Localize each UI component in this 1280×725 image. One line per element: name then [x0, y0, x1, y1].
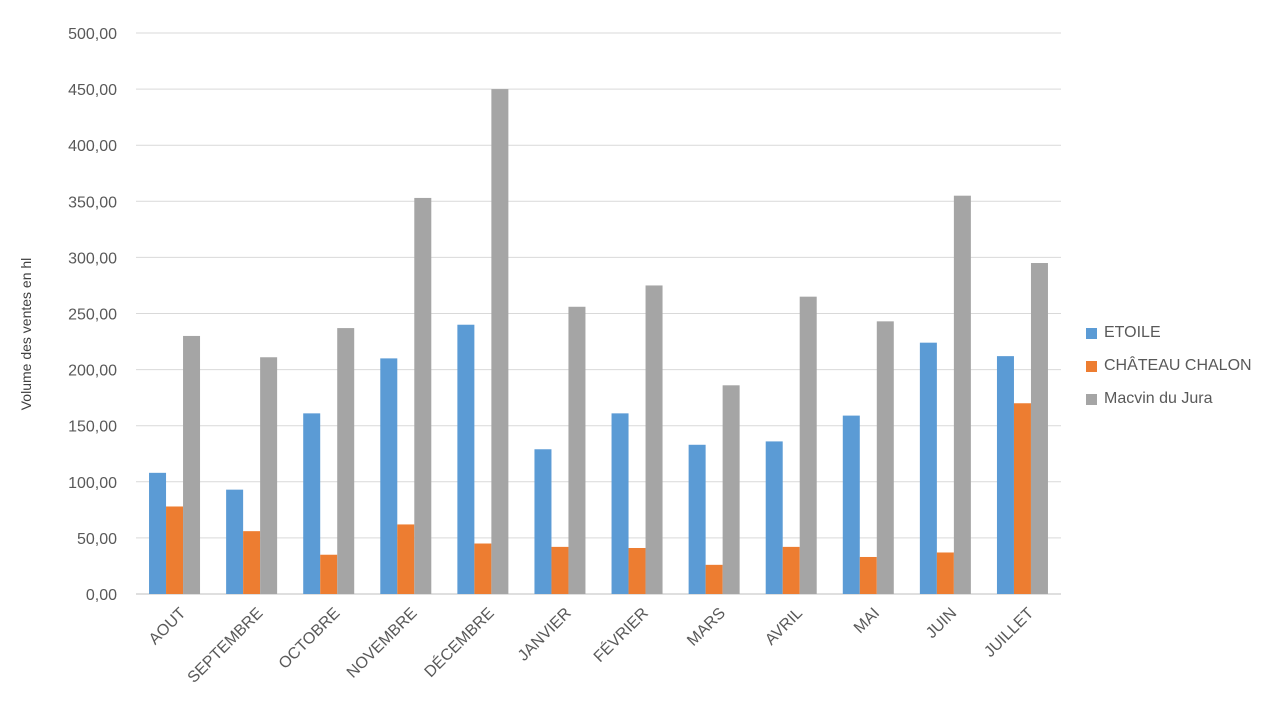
bar-macvin-du-jura-avril [799, 296, 817, 594]
bar-ch-teau-chalon-octobre [320, 554, 338, 594]
bar-macvin-du-jura-aout [183, 335, 201, 594]
y-axis-ticks: 0,00 50,00 100,00 150,00 200,00 250,00 300,00 3… [68, 26, 117, 604]
legend-item: Macvin du Jura [1086, 388, 1252, 410]
bar-macvin-du-jura-juillet [1030, 263, 1048, 594]
bar-etoile-avril [765, 441, 783, 594]
bar-ch-teau-chalon-novembre [397, 524, 415, 594]
y-tick-label: 300,00 [68, 250, 117, 267]
legend-label: CHÂTEAU CHALON [1104, 357, 1252, 374]
y-tick-label: 50,00 [77, 531, 117, 548]
bar-ch-teau-chalon-juin [936, 552, 954, 594]
x-category-label: MARS [684, 605, 729, 650]
legend-swatch [1086, 360, 1097, 372]
bar-etoile-janvier [534, 449, 552, 594]
x-category-label: JUILLET [981, 605, 1037, 661]
x-category-label: AVRIL [762, 605, 806, 649]
x-category-label: AOUT [146, 605, 190, 649]
bar-ch-teau-chalon-janvier [551, 546, 569, 594]
bar-ch-teau-chalon-février [628, 547, 646, 594]
legend-item: ETOILE [1086, 322, 1252, 344]
bar-ch-teau-chalon-septembre [243, 531, 261, 594]
x-category-label: JUIN [923, 605, 960, 642]
bar-ch-teau-chalon-aout [166, 506, 184, 594]
bar-etoile-février [611, 413, 629, 594]
x-category-label: MAI [851, 605, 883, 637]
y-tick-label: 100,00 [68, 475, 117, 492]
y-tick-label: 200,00 [68, 363, 117, 380]
bar-macvin-du-jura-janvier [568, 306, 586, 594]
bar-etoile-juillet [996, 356, 1014, 594]
legend-item: CHÂTEAU CHALON [1086, 355, 1252, 377]
bar-macvin-du-jura-décembre [491, 89, 509, 594]
bar-macvin-du-jura-mars [722, 385, 740, 594]
bar-ch-teau-chalon-juillet [1013, 403, 1031, 594]
y-axis-label: Volume des ventes en hl [18, 258, 34, 411]
bar-etoile-aout [149, 472, 167, 594]
bar-etoile-septembre [226, 489, 244, 594]
y-tick-label: 350,00 [68, 194, 117, 211]
legend-swatch [1086, 393, 1097, 405]
bar-macvin-du-jura-juin [953, 195, 971, 594]
bar-etoile-juin [919, 342, 937, 594]
x-category-label: OCTOBRE [276, 605, 344, 673]
y-tick-label: 400,00 [68, 138, 117, 155]
bar-ch-teau-chalon-mai [859, 556, 877, 594]
bar-etoile-mai [842, 415, 860, 594]
bar-ch-teau-chalon-avril [782, 546, 800, 594]
gridlines [136, 32, 1061, 595]
x-category-label: SEPTEMBRE [185, 605, 267, 687]
bar-ch-teau-chalon-mars [705, 564, 723, 594]
legend: ETOILE CHÂTEAU CHALON Macvin du Jura [1086, 322, 1252, 421]
bar-macvin-du-jura-octobre [337, 328, 355, 594]
bar-etoile-novembre [380, 358, 398, 594]
y-tick-label: 0,00 [86, 587, 117, 604]
bar-macvin-du-jura-septembre [260, 357, 278, 594]
y-tick-label: 250,00 [68, 307, 117, 324]
bar-macvin-du-jura-février [645, 285, 663, 594]
bar-etoile-décembre [457, 324, 475, 594]
y-tick-label: 500,00 [68, 26, 117, 43]
x-category-label: DÉCEMBRE [420, 603, 498, 681]
legend-label: ETOILE [1104, 324, 1161, 341]
y-tick-label: 150,00 [68, 419, 117, 436]
bar-macvin-du-jura-mai [876, 321, 894, 594]
legend-label: Macvin du Jura [1104, 390, 1213, 407]
bar-etoile-mars [688, 444, 706, 594]
bar-macvin-du-jura-novembre [414, 197, 432, 594]
y-tick-label: 450,00 [68, 82, 117, 99]
bars [149, 89, 1048, 594]
x-category-label: JANVIER [515, 605, 575, 665]
bar-etoile-octobre [303, 413, 321, 594]
x-category-label: NOVEMBRE [344, 605, 421, 682]
x-category-label: FÉVRIER [589, 603, 651, 665]
legend-swatch [1086, 327, 1097, 339]
bar-ch-teau-chalon-décembre [474, 543, 492, 594]
